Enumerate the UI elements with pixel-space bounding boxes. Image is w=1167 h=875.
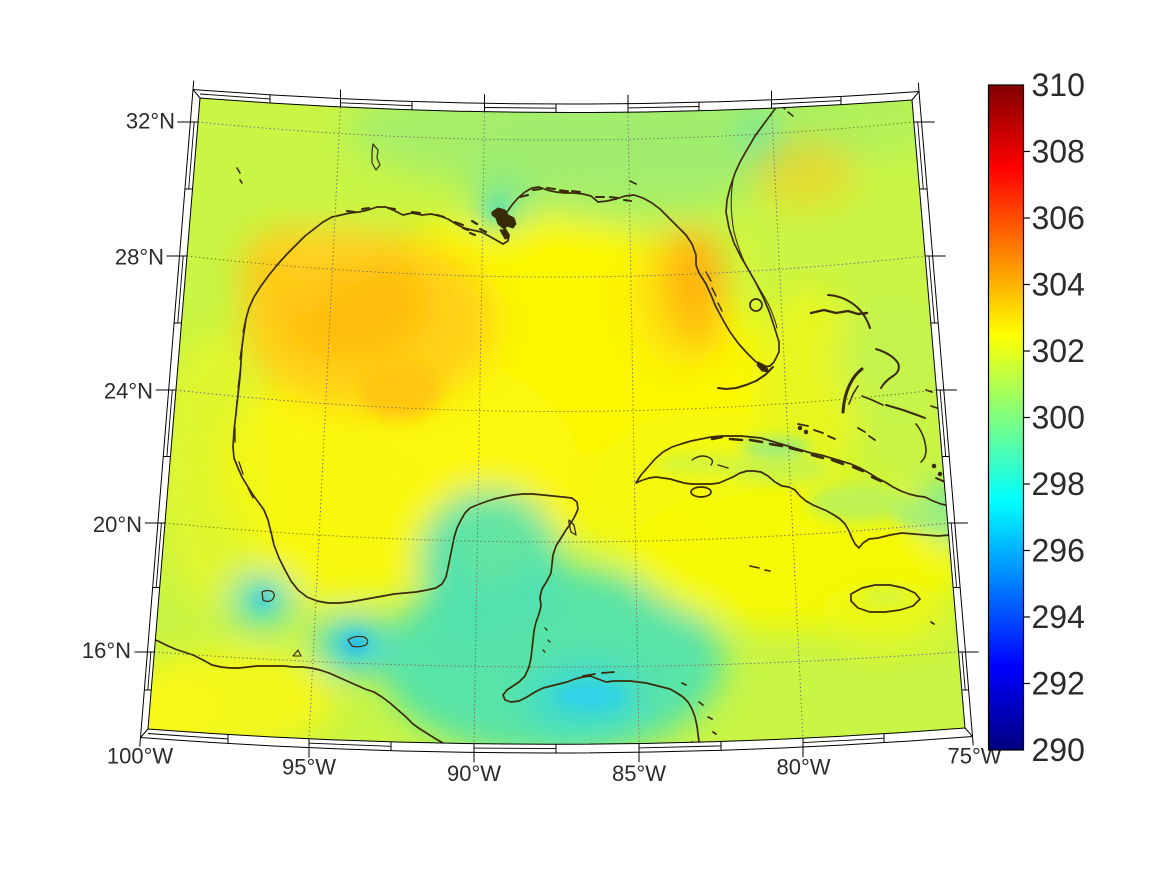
svg-text:32°N: 32°N — [126, 109, 175, 134]
svg-text:298: 298 — [1032, 466, 1085, 502]
svg-text:24°N: 24°N — [104, 379, 153, 404]
svg-text:308: 308 — [1032, 134, 1085, 170]
svg-text:302: 302 — [1032, 333, 1085, 369]
svg-text:95°W: 95°W — [282, 755, 336, 780]
svg-text:292: 292 — [1032, 666, 1085, 702]
svg-text:290: 290 — [1032, 732, 1085, 768]
svg-text:20°N: 20°N — [93, 512, 142, 537]
svg-text:300: 300 — [1032, 400, 1085, 436]
svg-text:85°W: 85°W — [612, 761, 666, 786]
svg-text:80°W: 80°W — [776, 755, 830, 780]
svg-text:16°N: 16°N — [82, 638, 131, 663]
svg-text:306: 306 — [1032, 200, 1085, 236]
svg-text:90°W: 90°W — [447, 761, 501, 786]
svg-text:294: 294 — [1032, 599, 1085, 635]
svg-text:304: 304 — [1032, 267, 1085, 303]
svg-text:28°N: 28°N — [115, 245, 164, 270]
svg-text:296: 296 — [1032, 533, 1085, 569]
svg-text:100°W: 100°W — [107, 744, 174, 769]
svg-text:310: 310 — [1032, 67, 1085, 103]
